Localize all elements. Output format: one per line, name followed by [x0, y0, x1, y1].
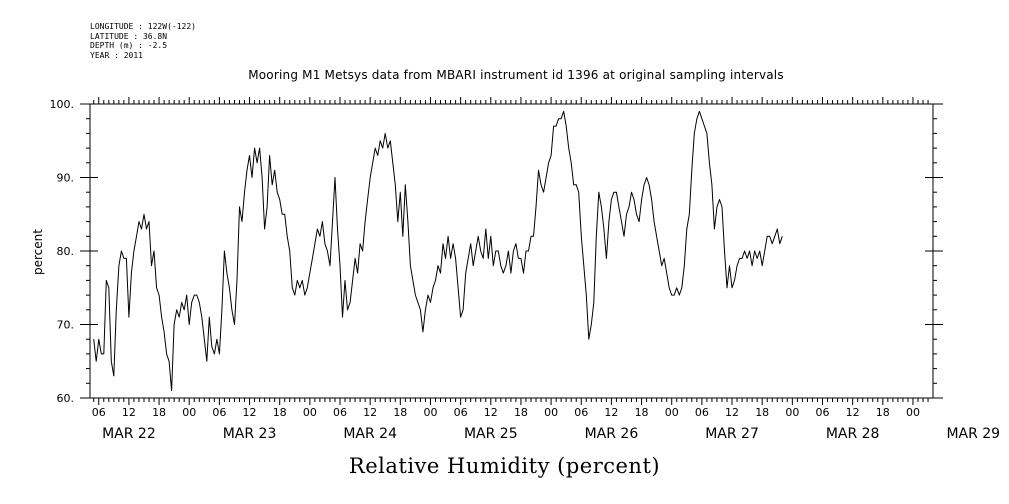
x-hour-tick-label: 18: [635, 406, 649, 419]
y-tick-label: 60.: [57, 392, 75, 405]
x-hour-tick-label: 06: [695, 406, 709, 419]
x-hour-tick-label: 12: [725, 406, 739, 419]
axis-labels: 06 12 18 00 06 12 18 00 06 12 18 00 06 12 18 00 06 12 18 00…: [50, 98, 1001, 442]
x-hour-tick-label: 18: [393, 406, 407, 419]
x-hour-tick-label: 00: [785, 406, 799, 419]
x-hour-tick-label: 18: [876, 406, 890, 419]
y-axis-label: percent: [31, 229, 45, 275]
plot-title: Mooring M1 Metsys data from MBARI instru…: [248, 68, 784, 82]
x-hour-tick-label: 00: [665, 406, 679, 419]
latitude-text: LATITUDE : 36.8N: [90, 31, 168, 41]
x-hour-tick-label: 18: [514, 406, 528, 419]
x-day-label: MAR 24: [343, 426, 397, 442]
x-hour-tick-label: 06: [816, 406, 830, 419]
x-hour-tick-label: 12: [846, 406, 860, 419]
y-tick-label: 80.: [57, 245, 75, 258]
x-hour-tick-label: 00: [423, 406, 437, 419]
y-tick-label: 100.: [50, 98, 75, 111]
x-day-label: MAR 22: [102, 426, 156, 442]
x-hour-tick-label: 06: [574, 406, 588, 419]
x-hour-tick-label: 06: [454, 406, 468, 419]
x-hour-tick-label: 18: [273, 406, 287, 419]
x-hour-tick-label: 12: [604, 406, 618, 419]
x-hour-tick-label: 18: [152, 406, 166, 419]
humidity-series-line: [93, 110, 783, 392]
plot-frame: [89, 103, 934, 399]
x-hour-tick-label: 12: [122, 406, 136, 419]
x-day-label: MAR 28: [826, 426, 880, 442]
x-hour-tick-label: 00: [544, 406, 558, 419]
x-hour-tick-label: 06: [92, 406, 106, 419]
x-hour-tick-label: 00: [182, 406, 196, 419]
x-hour-tick-label: 12: [484, 406, 498, 419]
x-day-label: MAR 23: [223, 426, 277, 442]
location-metadata: LONGITUDE : 122W(-122) LATITUDE : 36.8N …: [90, 22, 196, 60]
x-hour-tick-label: 18: [755, 406, 769, 419]
x-day-label: MAR 25: [464, 426, 518, 442]
x-hour-tick-label: 06: [212, 406, 226, 419]
axis-ticks: [80, 97, 943, 405]
x-day-label: MAR 27: [705, 426, 759, 442]
y-tick-label: 70.: [57, 319, 75, 332]
year-text: YEAR : 2011: [90, 50, 143, 60]
x-hour-tick-label: 12: [363, 406, 377, 419]
bottom-title: Relative Humidity (percent): [348, 454, 661, 478]
x-hour-tick-label: 12: [243, 406, 257, 419]
x-day-label: MAR 29: [946, 426, 1000, 442]
x-hour-tick-label: 00: [906, 406, 920, 419]
x-hour-tick-label: 06: [333, 406, 347, 419]
x-hour-tick-label: 00: [303, 406, 317, 419]
longitude-text: LONGITUDE : 122W(-122): [90, 22, 196, 31]
depth-text: DEPTH (m) : -2.5: [90, 41, 168, 50]
y-tick-label: 90.: [57, 172, 75, 185]
x-day-label: MAR 26: [585, 426, 639, 442]
